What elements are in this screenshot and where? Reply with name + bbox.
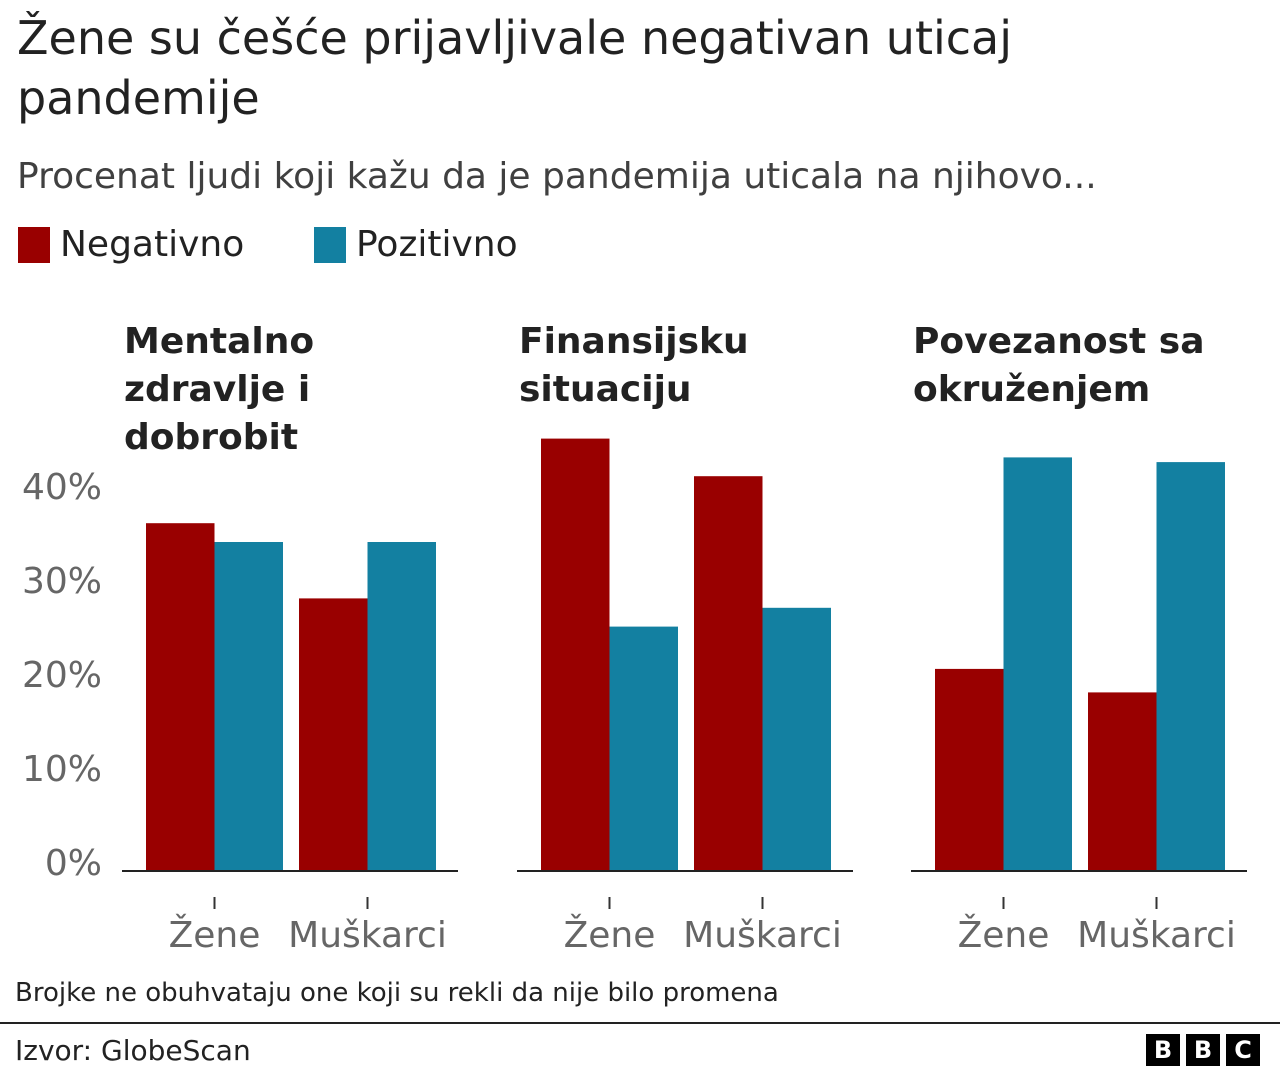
bar-negative bbox=[541, 438, 610, 871]
bar-positive bbox=[214, 542, 283, 871]
y-tick-label: 0% bbox=[45, 843, 102, 884]
bar-positive bbox=[367, 542, 436, 871]
y-tick-label: 40% bbox=[22, 467, 102, 508]
footnote: Brojke ne obuhvataju one koji su rekli d… bbox=[15, 978, 779, 1008]
y-tick-label: 10% bbox=[22, 749, 102, 790]
x-tick-label: Žene bbox=[958, 914, 1050, 956]
bar-chart: 0% 10% 20% 30% 40% Mentalno zdravlje i dobrobit… bbox=[22, 321, 1247, 956]
bar-positive bbox=[1156, 462, 1225, 871]
legend-label: Pozitivno bbox=[356, 224, 518, 265]
bar-positive bbox=[609, 626, 678, 871]
bar-positive bbox=[1003, 457, 1072, 871]
divider bbox=[0, 1022, 1280, 1024]
x-tick-label: Žene bbox=[564, 914, 656, 956]
bar-negative bbox=[299, 598, 368, 871]
x-tick-label: Muškarci bbox=[1077, 915, 1236, 956]
chart-title: Žene su češće prijavljivale negativan ut… bbox=[17, 11, 1013, 125]
panel-title: Povezanost sa okruženjem bbox=[913, 321, 1205, 410]
legend-label: Negativno bbox=[60, 224, 245, 265]
bar-negative bbox=[694, 476, 763, 871]
bar-negative bbox=[1088, 692, 1157, 871]
y-tick-label: 20% bbox=[22, 655, 102, 696]
panel-title: Mentalno zdravlje i dobrobit bbox=[124, 321, 314, 458]
source: Izvor: GlobeScan bbox=[15, 1034, 251, 1067]
bar-negative bbox=[935, 668, 1004, 871]
legend-swatch-negative bbox=[18, 226, 50, 263]
x-tick-label: Muškarci bbox=[683, 915, 842, 956]
y-tick-label: 30% bbox=[22, 561, 102, 602]
x-tick-label: Žene bbox=[169, 914, 261, 956]
bar-positive bbox=[762, 607, 831, 871]
legend-positive: Pozitivno bbox=[314, 224, 518, 265]
panel-title: Finansijsku situaciju bbox=[519, 321, 749, 410]
legend-negative: Negativno bbox=[18, 224, 244, 265]
bar-negative bbox=[146, 523, 215, 871]
x-tick-label: Muškarci bbox=[288, 915, 447, 956]
chart-subtitle: Procenat ljudi koji kažu da je pandemija… bbox=[17, 156, 1097, 197]
legend-swatch-positive bbox=[314, 226, 346, 263]
